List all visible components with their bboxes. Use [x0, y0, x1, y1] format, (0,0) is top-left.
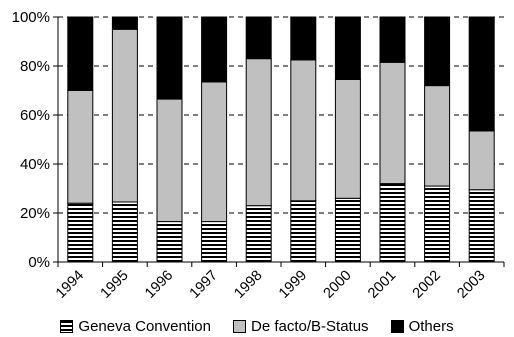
x-tick-label: 1996: [142, 268, 176, 302]
axes: [53, 16, 505, 267]
bar-segment-geneva-convention: [67, 202, 94, 263]
x-tick-label: 1998: [231, 268, 265, 302]
legend-swatch-gray: [233, 319, 246, 333]
bar-segment-geneva-convention: [334, 197, 361, 263]
bar-segment-geneva-convention: [468, 189, 495, 263]
bar-segment-de-facto-b-status: [245, 58, 272, 207]
bar-segment-geneva-convention: [156, 221, 183, 263]
legend-swatch-striped: [60, 319, 74, 333]
legend: Geneva Convention De facto/B-Status Othe…: [0, 316, 514, 336]
bar-segment-others: [245, 16, 272, 60]
bar-segment-de-facto-b-status: [201, 81, 228, 223]
bar-segment-de-facto-b-status: [67, 90, 94, 204]
legend-label: Geneva Convention: [78, 317, 211, 335]
y-tick-label: 0%: [28, 254, 50, 271]
legend-item-others: Others: [390, 317, 454, 335]
x-tick-label: 1994: [53, 268, 87, 302]
x-tick-label: 1995: [98, 268, 132, 302]
y-tick-label: 20%: [20, 205, 50, 222]
bar-segment-others: [334, 16, 361, 80]
bar-segment-geneva-convention: [379, 183, 406, 263]
x-tick-label: 2003: [454, 268, 488, 302]
x-tick-label: 1999: [276, 268, 310, 302]
y-axis-tick-labels: 0% 20% 40% 60% 80% 100%: [12, 9, 50, 271]
legend-item-geneva-convention: Geneva Convention: [60, 318, 211, 335]
bar-segment-geneva-convention: [424, 185, 451, 263]
legend-item-de-facto-b-status: De facto/B-Status: [233, 318, 369, 335]
y-tick-label: 80%: [20, 58, 50, 75]
y-tick-label: 100%: [12, 9, 50, 26]
x-tick-label: 2001: [365, 268, 399, 302]
y-tick-label: 60%: [20, 107, 50, 124]
bar-segment-others: [468, 16, 495, 132]
bar-segment-others: [201, 16, 228, 83]
y-tick-label: 40%: [20, 156, 50, 173]
x-tick-label: 2002: [410, 268, 444, 302]
bar-segment-others: [156, 16, 183, 100]
legend-label: Others: [408, 317, 454, 335]
x-tick-label: 2000: [321, 268, 355, 302]
bar-segment-geneva-convention: [290, 200, 317, 263]
bar-segment-others: [424, 16, 451, 87]
legend-swatch-black: [390, 319, 404, 333]
legend-label: De facto/B-Status: [251, 317, 369, 335]
bar-segment-de-facto-b-status: [468, 130, 495, 191]
bar-segment-de-facto-b-status: [111, 28, 138, 203]
bar-segment-de-facto-b-status: [379, 61, 406, 185]
bar-segment-geneva-convention: [111, 201, 138, 263]
bar-segment-others: [379, 16, 406, 63]
bar-segment-geneva-convention: [201, 221, 228, 263]
bar-segment-others: [67, 16, 94, 91]
bar-segment-de-facto-b-status: [334, 78, 361, 199]
bar-segment-others: [111, 16, 138, 30]
bar-segment-geneva-convention: [245, 205, 272, 263]
x-tick-label: 1997: [187, 268, 221, 302]
bar-segment-de-facto-b-status: [156, 98, 183, 223]
bar-segment-de-facto-b-status: [424, 85, 451, 187]
bar-segment-others: [290, 16, 317, 61]
x-axis-tick-labels: 1994 1995 1996 1997 1998 1999 2000 2001 2002 2003: [53, 268, 489, 302]
bar-segment-de-facto-b-status: [290, 59, 317, 202]
bars: [67, 16, 495, 263]
